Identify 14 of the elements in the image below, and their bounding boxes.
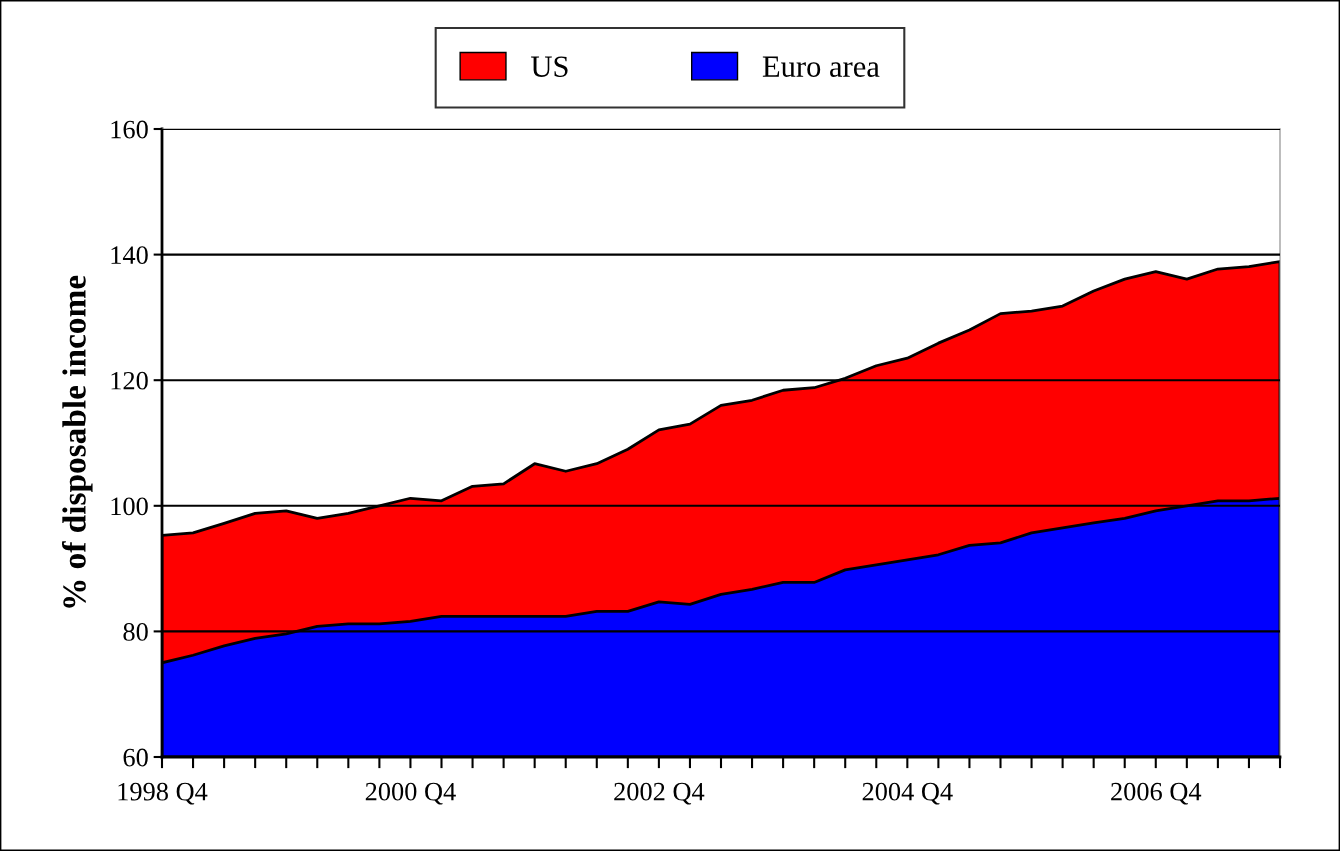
x-tick-label: 1998 Q4 xyxy=(118,782,208,805)
legend-label: Euro area xyxy=(762,56,880,77)
y-tick-label: 60 xyxy=(123,748,148,767)
x-tick-label: 2002 Q4 xyxy=(614,782,705,805)
y-tick-label: 160 xyxy=(111,120,148,139)
y-tick-label: 120 xyxy=(111,371,148,390)
x-tick-label: 2000 Q4 xyxy=(365,782,456,805)
y-tick-label: 140 xyxy=(111,246,148,265)
y-tick-label: 80 xyxy=(123,623,148,641)
legend-label: US xyxy=(531,56,568,77)
y-axis-title: % of disposable income xyxy=(61,275,93,608)
x-tick-label: 2004 Q4 xyxy=(862,782,953,805)
y-tick-label: 100 xyxy=(111,497,148,516)
x-tick-label: 2006 Q4 xyxy=(1111,782,1202,805)
